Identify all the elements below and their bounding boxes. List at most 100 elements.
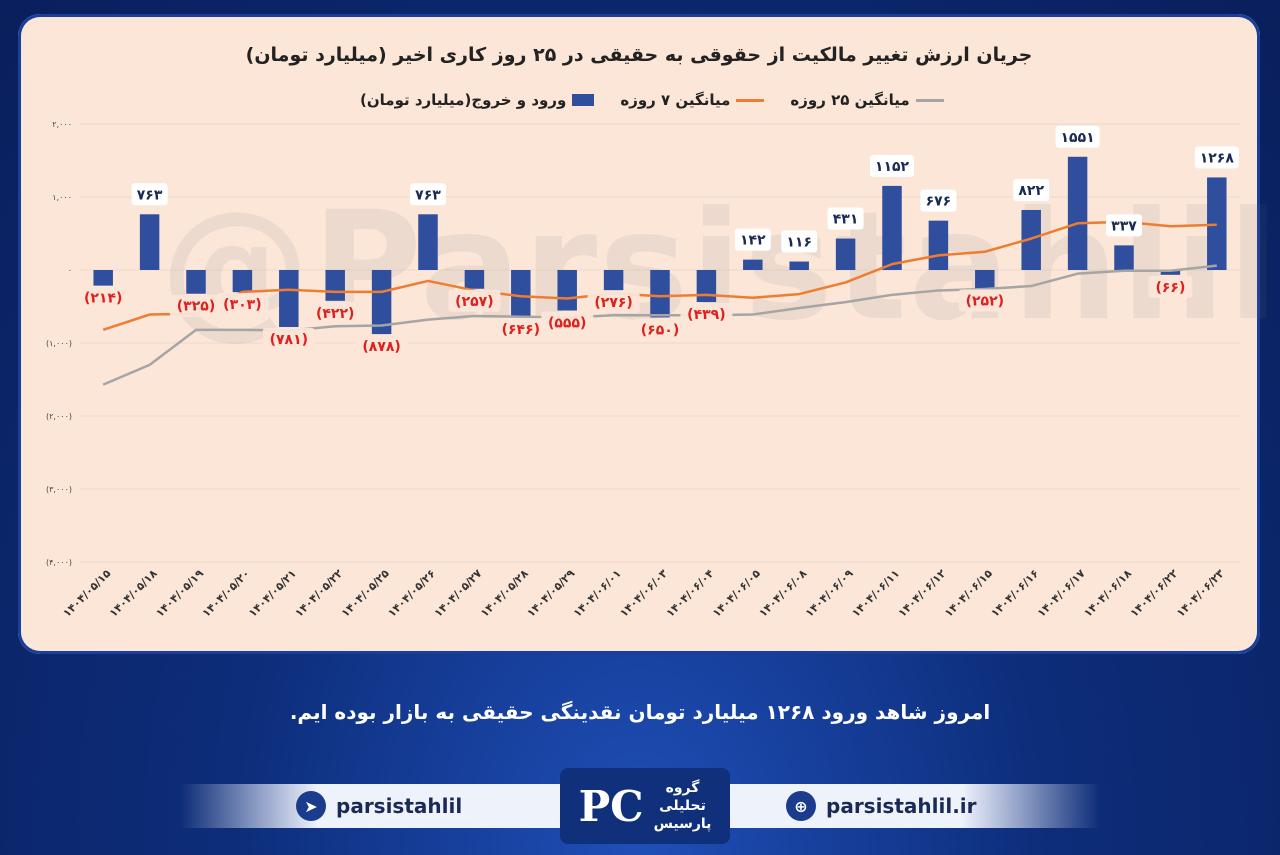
series-line-ma7 xyxy=(102,220,1217,332)
bar xyxy=(603,270,624,291)
bar xyxy=(371,270,392,335)
bar xyxy=(1207,177,1227,270)
x-tick-label: ۱۴۰۴/۰۶/۰۳ xyxy=(617,567,670,620)
legend-item-ma7: میانگین ۷ روزه xyxy=(620,91,765,109)
data-label: ۶۷۶ xyxy=(926,194,952,210)
bar xyxy=(928,220,949,270)
logo: PC گروه تحلیلی پارسیس xyxy=(560,768,730,844)
bar xyxy=(232,270,253,293)
x-tick-label: ۱۴۰۴/۰۶/۰۱ xyxy=(571,567,624,620)
data-label-bg xyxy=(1055,125,1100,148)
data-label: (۴۲۲) xyxy=(316,306,354,322)
data-label-bg xyxy=(448,289,501,312)
data-label-bg xyxy=(541,311,594,334)
data-label-bg xyxy=(77,286,130,309)
data-label: (۵۵۵) xyxy=(548,316,586,332)
legend-swatch-ma7 xyxy=(736,98,765,102)
y-tick-label: (۱,۰۰۰) xyxy=(46,339,72,348)
data-label-bg xyxy=(309,301,362,324)
data-label: ۴۳۱ xyxy=(833,212,859,228)
x-tick-label: ۱۴۰۴/۰۵/۱۵ xyxy=(60,567,113,620)
data-label: ۱۴۲ xyxy=(740,233,766,249)
data-label: (۲۷۶) xyxy=(594,295,632,311)
bar xyxy=(139,214,160,270)
data-label: (۳۰۳) xyxy=(223,297,261,313)
data-label-bg xyxy=(1194,146,1239,169)
caption: امروز شاهد ورود ۱۲۶۸ میلیارد تومان نقدین… xyxy=(289,700,991,724)
telegram-link[interactable]: ➤ parsistahlil xyxy=(296,786,462,826)
data-label-bg xyxy=(494,318,547,341)
bar xyxy=(882,185,902,270)
data-label-bg xyxy=(920,189,957,212)
data-label: ۱۵۵۱ xyxy=(1061,130,1095,146)
bar xyxy=(1021,209,1041,270)
x-tick-label: ۱۴۰۴/۰۵/۲۹ xyxy=(524,567,577,620)
x-tick-label: ۱۴۰۴/۰۶/۱۸ xyxy=(1081,567,1134,620)
x-tick-label: ۱۴۰۴/۰۵/۲۲ xyxy=(292,567,345,620)
bar xyxy=(93,270,113,286)
data-label-bg xyxy=(410,183,446,206)
x-tick-label: ۱۴۰۴/۰۶/۰۸ xyxy=(756,567,809,620)
data-label: (۸۷۸) xyxy=(362,339,400,355)
chart-title: جریان ارزش تغییر مالکیت از حقوقی به حقیق… xyxy=(245,44,1033,66)
y-tick-label: (۲,۰۰۰) xyxy=(46,412,72,421)
logo-text-line-2: تحلیلی xyxy=(659,798,706,814)
bar xyxy=(511,270,531,318)
y-tick-label: ۲,۰۰۰ xyxy=(52,120,72,129)
telegram-icon: ➤ xyxy=(296,791,326,821)
data-label: ۱۱۵۲ xyxy=(875,159,910,175)
chart-plot: ۲,۰۰۰ ۱,۰۰۰ ۰ (۱,۰۰۰) (۲,۰۰۰) (۳,۰۰۰) (۴,۰۰۰) (… xyxy=(46,120,1240,620)
bar xyxy=(418,214,438,270)
data-label: (۷۸۱) xyxy=(270,332,308,348)
x-tick-label: ۱۴۰۴/۰۶/۰۴ xyxy=(664,567,717,620)
logo-text: گروه تحلیلی پارسیس xyxy=(654,779,712,833)
x-tick-label: ۱۴۰۴/۰۵/۲۷ xyxy=(432,567,485,620)
data-label-bg xyxy=(1148,275,1193,298)
bar xyxy=(789,261,809,270)
data-label: (۲۱۴) xyxy=(84,291,122,307)
bar xyxy=(186,270,206,294)
data-label: ۷۶۳ xyxy=(137,187,163,203)
data-label: (۶۴۶) xyxy=(502,322,540,338)
x-tick-label: ۱۴۰۴/۰۵/۲۱ xyxy=(246,567,299,620)
bar xyxy=(975,270,995,289)
data-label-bg xyxy=(170,294,222,317)
x-tick-label: ۱۴۰۴/۰۶/۱۱ xyxy=(849,567,902,620)
data-label-bg xyxy=(262,328,315,351)
x-tick-label: ۱۴۰۴/۰۵/۲۰ xyxy=(200,567,253,620)
bar xyxy=(696,270,717,303)
data-label: ۳۳۷ xyxy=(1111,218,1137,234)
logo-mark: PC xyxy=(578,781,644,831)
data-label-bg xyxy=(587,291,640,314)
globe-icon: ⊕ xyxy=(786,791,816,821)
legend-item-bars: ورود و خروج(میلیارد تومان) xyxy=(360,91,595,109)
data-label: (۳۲۵) xyxy=(177,299,215,315)
data-label-bg xyxy=(781,230,818,253)
data-label-bg xyxy=(958,289,1011,312)
bar xyxy=(1160,270,1181,275)
data-label-bg xyxy=(131,183,168,206)
y-tick-label: (۳,۰۰۰) xyxy=(46,485,72,494)
data-label: ۸۲۲ xyxy=(1018,183,1044,199)
x-tick-label: ۱۴۰۴/۰۵/۱۹ xyxy=(153,567,206,620)
legend-label-ma25: میانگین ۲۵ روزه xyxy=(790,91,910,109)
legend-item-ma25: میانگین ۲۵ روزه xyxy=(790,91,944,109)
y-tick-label: ۰ xyxy=(68,266,72,275)
x-tick-label: ۱۴۰۴/۰۶/۱۵ xyxy=(942,567,995,620)
data-label-bg xyxy=(355,335,408,358)
telegram-handle: parsistahlil xyxy=(336,794,463,818)
data-label: (۶۵۰) xyxy=(641,322,679,338)
bar xyxy=(835,238,856,270)
x-tick-label: ۱۴۰۴/۰۶/۱۷ xyxy=(1035,567,1088,620)
data-label-bg xyxy=(216,293,269,316)
x-tick-label: ۱۴۰۴/۰۵/۲۵ xyxy=(339,567,392,620)
data-label: (۲۵۲) xyxy=(966,293,1004,309)
bar xyxy=(557,270,577,311)
data-label-bg xyxy=(827,207,864,230)
website-link[interactable]: ⊕ parsistahlil.ir xyxy=(786,786,977,826)
bar xyxy=(279,270,299,328)
x-tick-label: ۱۴۰۴/۰۶/۰۹ xyxy=(803,567,856,620)
data-label: ۱۲۶۸ xyxy=(1200,150,1235,166)
x-tick-label: ۱۴۰۴/۰۶/۲۳ xyxy=(1174,567,1227,620)
data-label: (۲۵۷) xyxy=(455,294,493,310)
